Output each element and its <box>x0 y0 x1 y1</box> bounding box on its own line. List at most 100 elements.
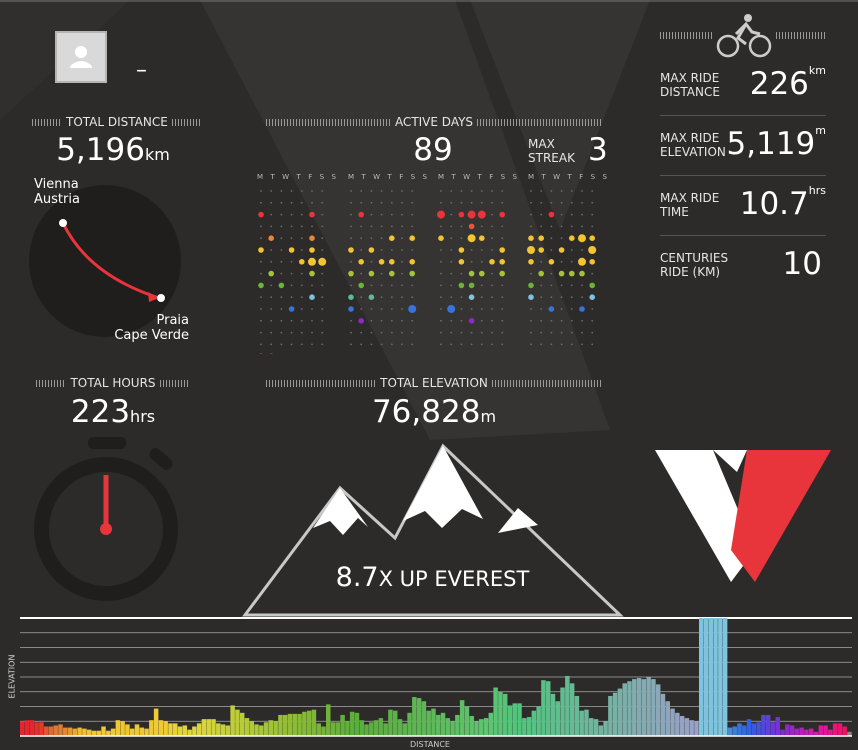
stat-max-ride-distance: MAX RIDE DISTANCE 226km <box>660 64 826 110</box>
empty-day-dot <box>501 343 504 346</box>
empty-day-dot <box>300 343 303 346</box>
elevation-bar <box>617 688 623 736</box>
empty-day-dot <box>380 237 383 240</box>
elevation-bar <box>421 701 427 736</box>
empty-day-dot <box>370 225 373 228</box>
active-days-value: 89 <box>413 132 453 168</box>
empty-day-dot <box>570 296 573 299</box>
empty-day-dot <box>450 284 453 287</box>
elevation-bar <box>369 722 374 736</box>
elevation-bar <box>239 712 245 736</box>
empty-day-dot <box>550 237 553 240</box>
right-header-line-right <box>776 32 826 39</box>
empty-day-dot <box>540 319 543 322</box>
elevation-bar <box>58 724 63 736</box>
empty-day-dot <box>401 308 403 310</box>
empty-day-dot <box>501 319 504 322</box>
empty-day-dot <box>370 331 373 334</box>
empty-day-dot <box>460 272 463 275</box>
empty-day-dot <box>321 201 324 204</box>
empty-day-dot <box>550 343 553 346</box>
activity-dot <box>578 234 586 243</box>
empty-day-dot <box>401 331 403 334</box>
activity-dot <box>538 270 544 277</box>
elevation-bar <box>402 723 408 736</box>
elevation-bar <box>555 701 561 736</box>
elevation-bar <box>804 729 809 736</box>
activity-dot <box>348 270 354 277</box>
empty-day-dot <box>300 190 303 192</box>
elevation-bar <box>751 723 757 736</box>
empty-day-dot <box>360 237 363 240</box>
empty-day-dot <box>280 272 283 275</box>
empty-day-dot <box>501 296 504 299</box>
empty-day-dot <box>380 331 383 334</box>
empty-day-dot <box>460 308 463 310</box>
empty-day-dot <box>411 343 414 346</box>
elevation-bar <box>526 717 532 736</box>
mountain-icon <box>242 443 624 617</box>
empty-day-dot <box>321 308 324 310</box>
empty-day-dot <box>470 308 473 310</box>
empty-day-dot <box>280 225 283 228</box>
elevation-bar <box>273 721 278 736</box>
elevation-bar <box>579 710 584 736</box>
user-icon <box>70 46 92 68</box>
empty-day-dot <box>540 190 543 192</box>
empty-day-dot <box>450 343 453 346</box>
empty-day-dot <box>280 331 283 334</box>
empty-day-dot <box>311 190 313 192</box>
elevation-bar <box>770 722 776 736</box>
activity-dot <box>358 318 364 324</box>
elevation-bar <box>378 718 384 736</box>
activity-dot <box>389 235 395 241</box>
elevation-bar <box>689 720 694 736</box>
elevation-bar <box>91 730 97 736</box>
elevation-bar <box>216 723 221 736</box>
elevation-bar <box>785 724 790 736</box>
elevation-bar <box>158 720 164 736</box>
empty-day-dot <box>321 284 324 287</box>
elevation-bar <box>823 725 828 736</box>
empty-day-dot <box>370 190 373 192</box>
activity-dot <box>258 282 264 289</box>
activity-dot <box>409 259 415 265</box>
empty-day-dot <box>280 343 283 346</box>
empty-day-dot <box>290 225 293 228</box>
empty-day-dot <box>380 249 383 251</box>
activity-dot <box>538 235 544 241</box>
elevation-bar <box>780 729 785 736</box>
empty-day-dot <box>501 201 504 204</box>
empty-day-dot <box>570 284 573 287</box>
activity-dot <box>468 318 475 324</box>
empty-day-dot <box>491 343 493 346</box>
empty-day-dot <box>450 249 453 251</box>
empty-day-dot <box>470 201 473 204</box>
elevation-bar <box>512 703 517 736</box>
empty-day-dot <box>581 249 583 251</box>
empty-day-dot <box>491 249 493 251</box>
empty-day-dot <box>460 190 463 192</box>
elevation-bar <box>282 714 288 736</box>
activity-dot <box>437 210 445 219</box>
empty-day-dot <box>540 308 543 310</box>
avatar[interactable] <box>55 31 107 83</box>
empty-day-dot <box>480 190 483 192</box>
empty-day-dot <box>270 190 273 192</box>
elevation-bar <box>235 709 240 736</box>
activity-dot <box>479 270 485 277</box>
empty-day-dot <box>280 308 283 310</box>
empty-day-dot <box>321 296 324 299</box>
elevation-bar <box>263 722 269 736</box>
elevation-bar <box>608 695 613 736</box>
empty-day-dot <box>300 249 303 251</box>
empty-day-dot <box>370 319 373 322</box>
divider <box>660 115 826 116</box>
activity-dot <box>569 235 575 241</box>
profile-name: – <box>136 58 147 83</box>
activity-dot <box>467 210 476 219</box>
empty-day-dot <box>380 272 383 275</box>
activity-dot <box>477 210 486 219</box>
empty-day-dot <box>270 319 273 322</box>
empty-day-dot <box>550 296 553 299</box>
